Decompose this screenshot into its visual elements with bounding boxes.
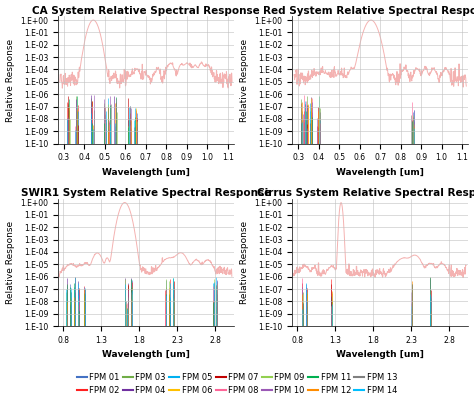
- Legend: FPM 01, FPM 02, FPM 03, FPM 04, FPM 05, FPM 06, FPM 07, FPM 08, FPM 09, FPM 10, : FPM 01, FPM 02, FPM 03, FPM 04, FPM 05, …: [75, 371, 399, 397]
- X-axis label: Wavelength [um]: Wavelength [um]: [102, 168, 190, 177]
- Y-axis label: Relative Response: Relative Response: [6, 221, 15, 304]
- Y-axis label: Relative Response: Relative Response: [240, 221, 249, 304]
- Title: Cirrus System Relative Spectral Response: Cirrus System Relative Spectral Response: [256, 188, 474, 198]
- Y-axis label: Relative Response: Relative Response: [6, 38, 15, 122]
- X-axis label: Wavelength [um]: Wavelength [um]: [336, 168, 424, 177]
- X-axis label: Wavelength [um]: Wavelength [um]: [102, 350, 190, 359]
- Title: CA System Relative Spectral Response: CA System Relative Spectral Response: [32, 6, 260, 16]
- Y-axis label: Relative Response: Relative Response: [240, 38, 249, 122]
- Title: Red System Relative Spectral Response: Red System Relative Spectral Response: [263, 6, 474, 16]
- Title: SWIR1 System Relative Spectral Response: SWIR1 System Relative Spectral Response: [21, 188, 271, 198]
- X-axis label: Wavelength [um]: Wavelength [um]: [336, 350, 424, 359]
